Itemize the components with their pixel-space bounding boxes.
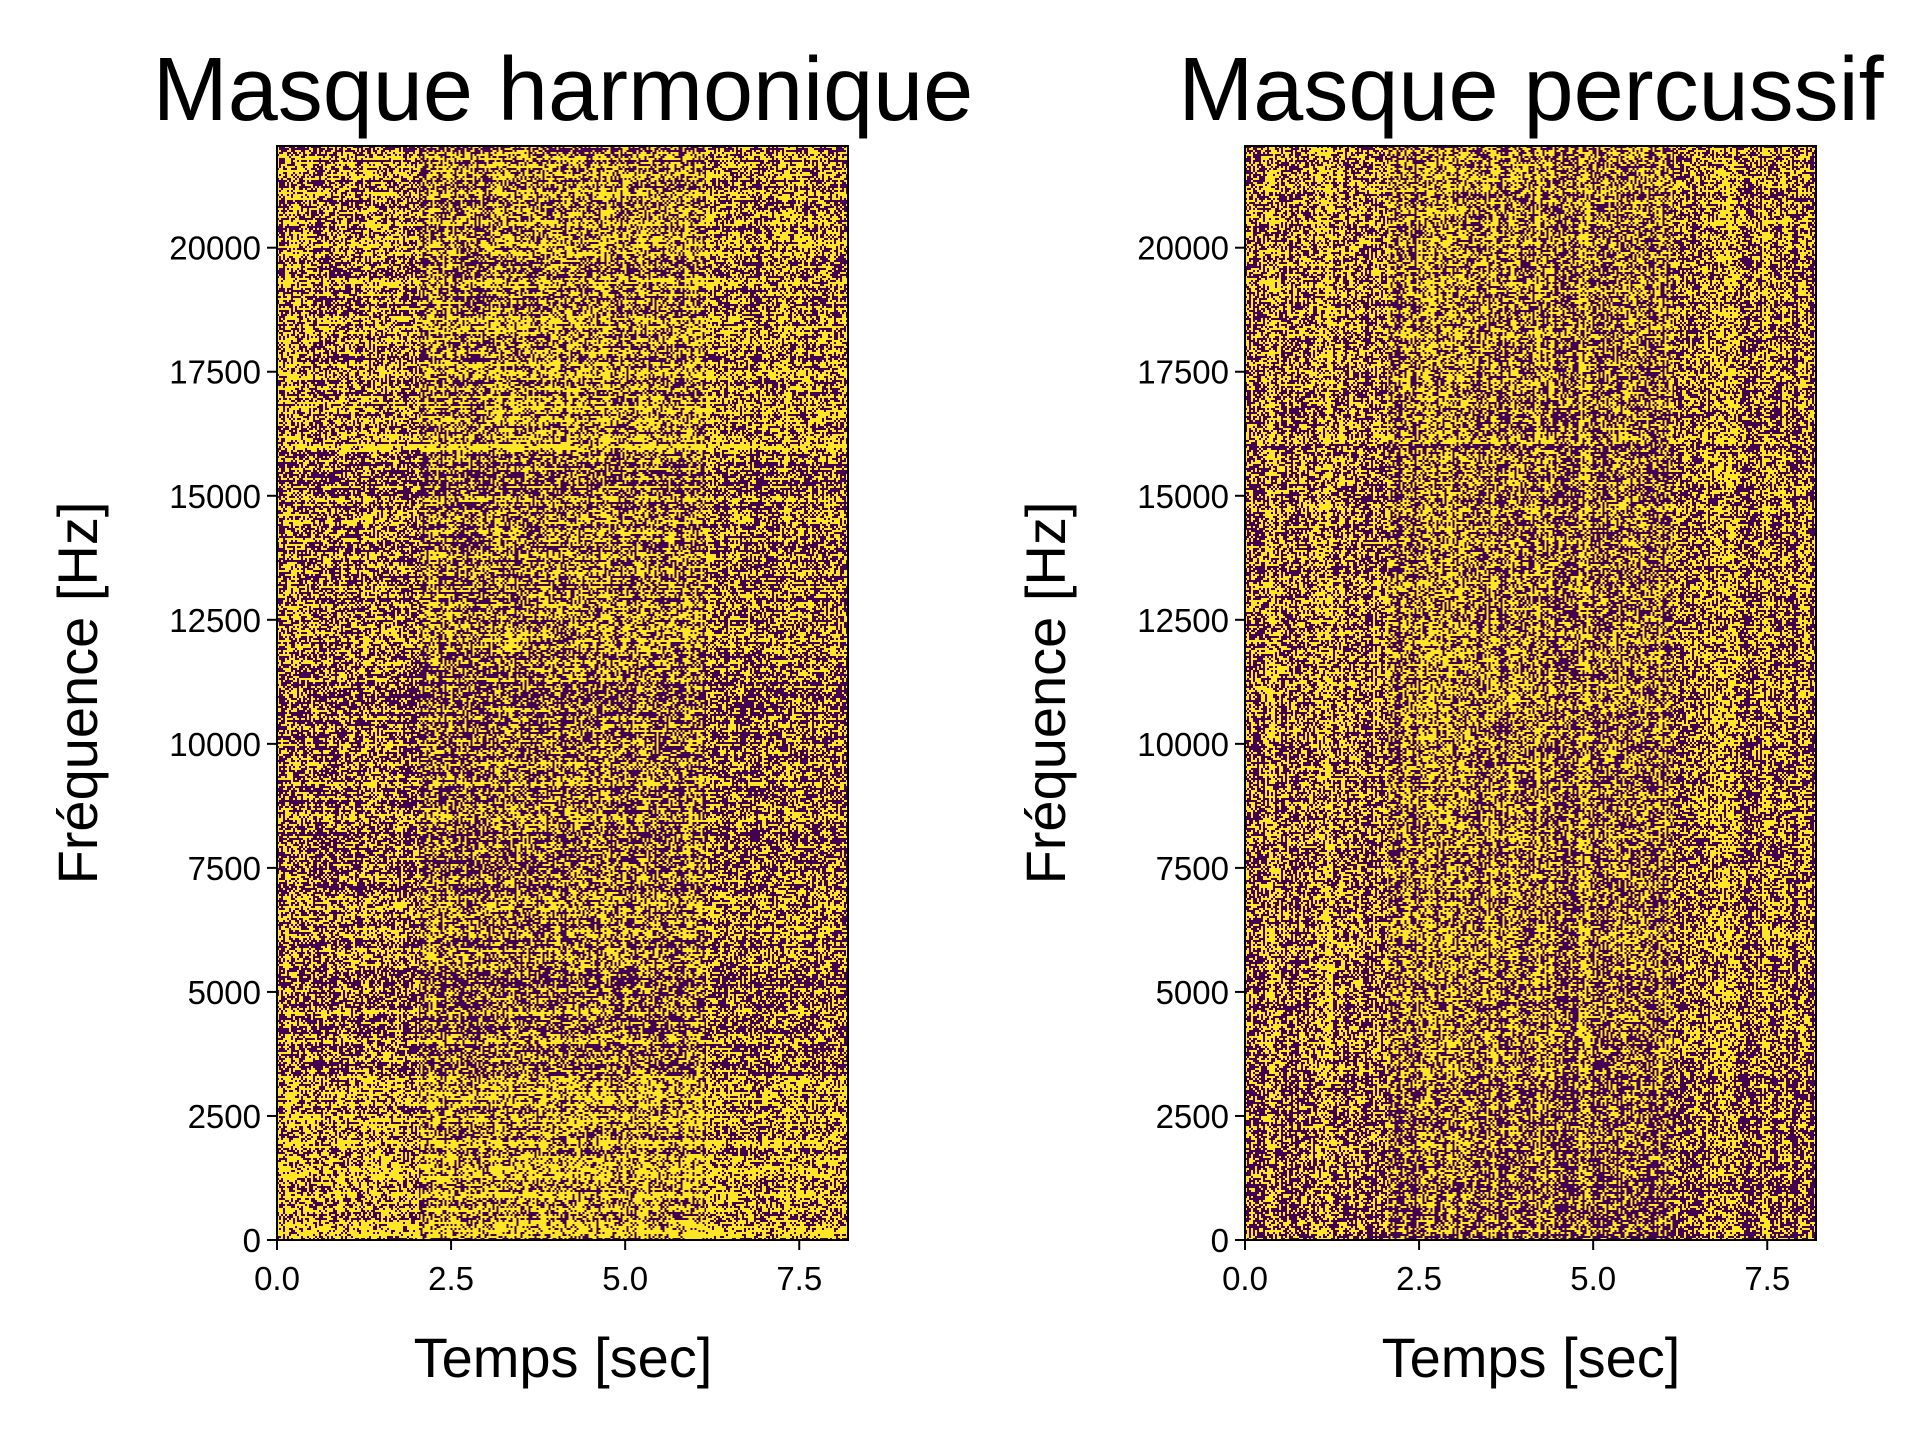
percussive-mask-panel: Masque percussif 0 2500 5000 7500 10000 12500… [1014,40,1885,1389]
chart-title: Masque percussif [1178,40,1884,140]
y-axis-label: Fréquence [Hz] [46,502,109,885]
y-tick-label: 15000 [169,478,261,515]
x-axis-label: Temps [sec] [414,1326,713,1389]
y-tick-label: 10000 [169,726,261,763]
x-axis-ticks: 0.0 2.5 5.0 7.5 [1222,1240,1790,1297]
y-tick-label: 2500 [1156,1098,1229,1135]
x-axis-label: Temps [sec] [1382,1326,1681,1389]
y-tick-label: 17500 [1137,354,1229,391]
y-tick-label: 5000 [188,974,261,1011]
percussive-mask-heatmap [1245,146,1816,1240]
y-tick-label: 5000 [1156,974,1229,1011]
y-tick-label: 0 [243,1222,261,1259]
plot-frame [276,145,849,1241]
x-tick-label: 2.5 [428,1260,474,1297]
y-tick-label: 12500 [169,602,261,639]
y-tick-label: 15000 [1137,478,1229,515]
y-tick-label: 20000 [169,230,261,267]
harmonic-mask-panel: Masque harmonique 0 2500 5000 7500 10000 1250… [46,40,973,1389]
plot-frame [1244,145,1817,1241]
y-tick-label: 17500 [169,354,261,391]
y-tick-label: 20000 [1137,230,1229,267]
y-tick-label: 7500 [1156,850,1229,887]
y-tick-label: 12500 [1137,602,1229,639]
y-tick-label: 7500 [188,850,261,887]
x-tick-label: 7.5 [1744,1260,1790,1297]
x-tick-label: 5.0 [602,1260,648,1297]
y-tick-label: 10000 [1137,726,1229,763]
harmonic-mask-heatmap [277,146,848,1240]
x-tick-label: 7.5 [776,1260,822,1297]
x-tick-label: 0.0 [1222,1260,1268,1297]
chart-title: Masque harmonique [153,40,974,140]
x-tick-label: 2.5 [1396,1260,1442,1297]
x-axis-ticks: 0.0 2.5 5.0 7.5 [254,1240,822,1297]
x-tick-label: 0.0 [254,1260,300,1297]
y-tick-label: 0 [1211,1222,1229,1259]
x-tick-label: 5.0 [1570,1260,1616,1297]
y-axis-ticks: 0 2500 5000 7500 10000 12500 15000 17500 20000 [1137,230,1245,1259]
y-tick-label: 2500 [188,1098,261,1135]
y-axis-ticks: 0 2500 5000 7500 10000 12500 15000 17500 20000 [169,230,277,1259]
y-axis-label: Fréquence [Hz] [1014,502,1077,885]
